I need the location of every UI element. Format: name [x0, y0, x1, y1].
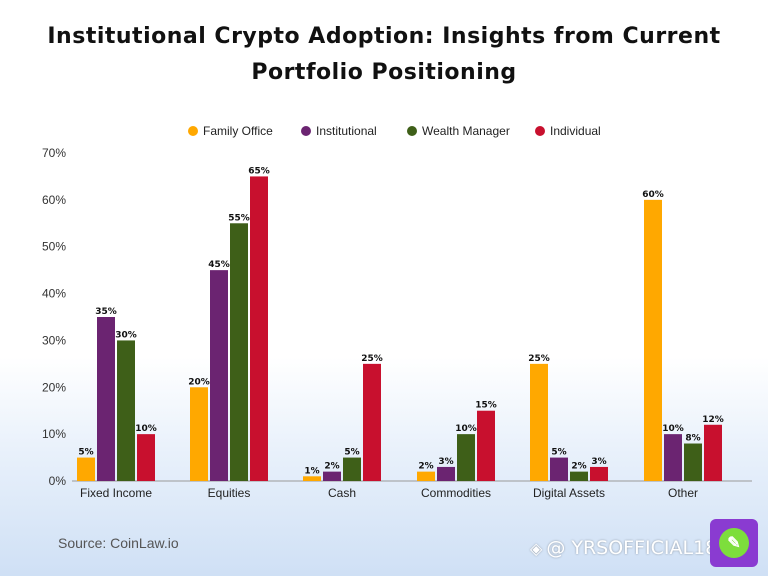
bar [117, 340, 135, 481]
bar [230, 223, 248, 482]
y-tick-label: 70% [42, 146, 66, 160]
bar [97, 317, 115, 481]
y-tick-label: 20% [42, 380, 66, 394]
bar [303, 476, 321, 481]
data-label: 30% [115, 330, 137, 340]
x-tick-label: Commodities [421, 486, 491, 500]
data-label: 5% [78, 448, 93, 458]
bar [417, 471, 435, 481]
data-label: 25% [361, 354, 383, 364]
leaf-icon: ✎ [719, 528, 749, 558]
x-tick-label: Other [668, 486, 698, 500]
watermark: ◈ @ YRSOFFICIAL18 [530, 537, 717, 559]
bar [77, 457, 95, 481]
data-label: 60% [642, 190, 664, 200]
data-label: 5% [551, 448, 566, 458]
bar [530, 363, 548, 481]
bar [704, 424, 722, 481]
data-label: 2% [324, 462, 339, 472]
data-label: 3% [438, 457, 453, 467]
diamond-icon: ◈ [530, 538, 543, 558]
data-label: 1% [304, 466, 319, 476]
data-label: 65% [248, 166, 270, 176]
legend-label: Wealth Manager [422, 124, 510, 138]
data-label: 10% [135, 424, 157, 434]
bar [190, 387, 208, 481]
y-tick-label: 0% [49, 474, 67, 488]
data-label: 25% [528, 354, 550, 364]
data-label: 8% [685, 434, 700, 444]
x-tick-label: Fixed Income [80, 486, 152, 500]
bar [477, 410, 495, 481]
x-tick-label: Cash [328, 486, 356, 500]
data-label: 45% [208, 260, 230, 270]
data-label: 20% [188, 377, 210, 387]
legend-marker [535, 126, 545, 136]
x-tick-label: Digital Assets [533, 486, 605, 500]
legend-marker [407, 126, 417, 136]
bar [137, 434, 155, 481]
bar [644, 199, 662, 481]
legend-label: Family Office [203, 124, 273, 138]
chart-title-line1: Institutional Crypto Adoption: Insights … [47, 24, 721, 49]
y-tick-label: 10% [42, 427, 66, 441]
watermark-text: @ YRSOFFICIAL18 [546, 537, 718, 559]
legend-label: Institutional [316, 124, 377, 138]
data-label: 15% [475, 401, 497, 411]
legend-marker [301, 126, 311, 136]
bar [457, 434, 475, 481]
bar [250, 176, 268, 481]
app-logo-icon: ✎ [710, 519, 758, 567]
bar [343, 457, 361, 481]
bar [323, 471, 341, 481]
bar [590, 466, 608, 481]
bar [684, 443, 702, 481]
chart-title-line2: Portfolio Positioning [251, 60, 517, 85]
data-label: 2% [571, 462, 586, 472]
y-tick-label: 50% [42, 240, 66, 254]
data-label: 10% [455, 424, 477, 434]
data-label: 10% [662, 424, 684, 434]
data-label: 3% [591, 457, 606, 467]
y-tick-label: 60% [42, 193, 66, 207]
bar [664, 434, 682, 481]
data-label: 12% [702, 415, 724, 425]
source-label: Source: CoinLaw.io [58, 535, 179, 551]
bar [210, 270, 228, 481]
x-tick-label: Equities [208, 486, 251, 500]
bar [437, 466, 455, 481]
bar [550, 457, 568, 481]
data-label: 55% [228, 213, 250, 223]
data-label: 35% [95, 307, 117, 317]
legend-marker [188, 126, 198, 136]
legend-label: Individual [550, 124, 601, 138]
bar [363, 363, 381, 481]
data-label: 5% [344, 448, 359, 458]
data-label: 2% [418, 462, 433, 472]
y-tick-label: 40% [42, 287, 66, 301]
y-tick-label: 30% [42, 333, 66, 347]
bar [570, 471, 588, 481]
